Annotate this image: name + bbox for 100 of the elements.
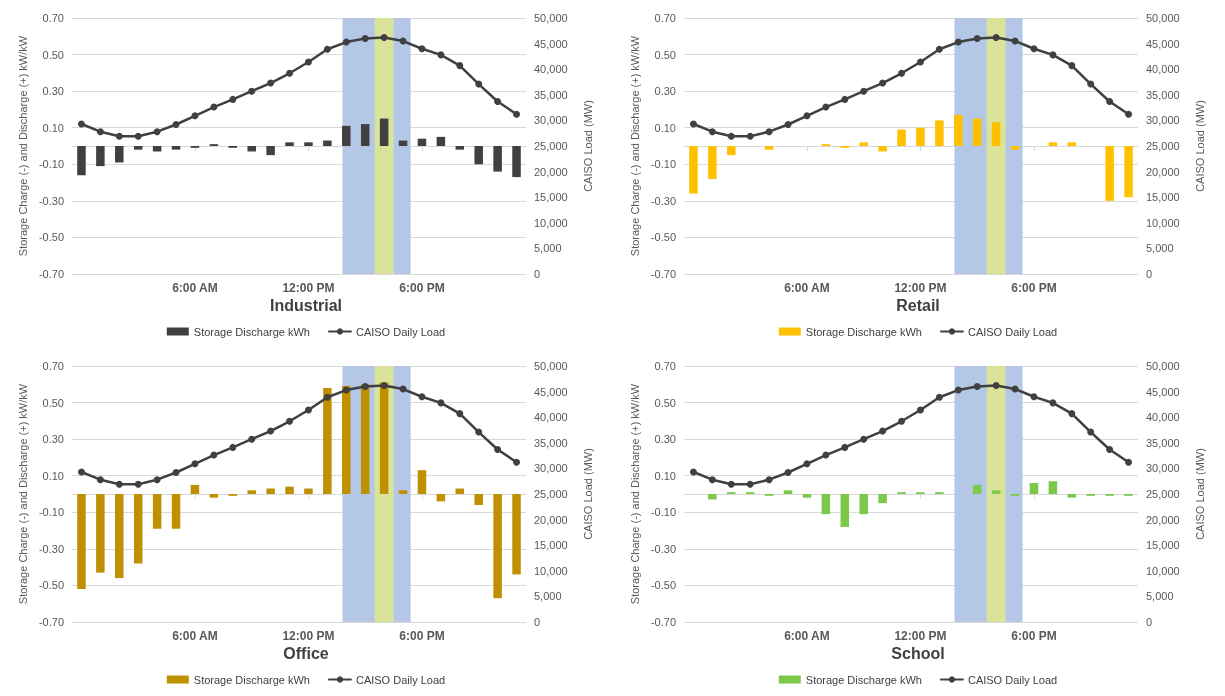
bar	[323, 387, 332, 494]
bar	[878, 494, 887, 504]
bar	[247, 490, 256, 494]
y2-tick-label: 35,000	[1146, 436, 1180, 449]
bar	[1067, 142, 1077, 146]
point	[210, 451, 218, 459]
bar	[493, 146, 502, 172]
y2-tick-label: 25,000	[534, 488, 568, 500]
bar	[398, 490, 408, 494]
point	[513, 458, 521, 466]
point	[973, 34, 981, 42]
x-tick-label: 6:00 AM	[172, 281, 218, 295]
point	[286, 417, 294, 425]
y-tick-label: 0.70	[654, 360, 676, 372]
point	[727, 132, 735, 140]
bar	[417, 470, 427, 494]
x-tick-label: 12:00 PM	[894, 281, 947, 295]
x-tick-label: 12:00 PM	[894, 629, 947, 643]
y2-tick-label: 40,000	[1146, 63, 1180, 76]
y2-tick-label: 0	[534, 268, 541, 280]
bar	[1105, 146, 1114, 201]
y-tick-label: -0.30	[650, 542, 676, 555]
point	[784, 121, 792, 128]
bar	[266, 488, 275, 494]
y2-tick-label: 5,000	[1146, 590, 1174, 603]
bar	[96, 494, 105, 573]
point	[248, 435, 256, 443]
point	[1049, 399, 1057, 407]
text: Office	[283, 644, 329, 662]
y2-axis-title: CAISO Load (MW)	[581, 448, 594, 540]
x-tick-label: 6:00 PM	[1011, 629, 1057, 643]
y2-tick-label: 30,000	[534, 462, 568, 475]
y-axis-title: Storage Charge (-) and Discharge (+) kW/kW	[628, 35, 641, 257]
point	[77, 120, 85, 128]
point	[323, 393, 331, 401]
point	[916, 58, 924, 66]
y-tick-label: 0.30	[654, 85, 676, 98]
y2-tick-label: 30,000	[534, 114, 568, 127]
bar	[802, 494, 812, 498]
y2-tick-label: 20,000	[1146, 165, 1180, 178]
y-tick-label: 0.70	[42, 360, 64, 372]
bar	[77, 494, 86, 590]
y2-tick-label: 30,000	[1146, 114, 1180, 127]
bar	[115, 494, 124, 579]
point	[822, 103, 830, 111]
point	[304, 406, 312, 414]
bar	[708, 146, 717, 179]
point	[380, 381, 388, 389]
point	[1068, 410, 1076, 418]
point	[1125, 458, 1133, 466]
y-tick-label: -0.30	[38, 542, 64, 555]
point	[954, 38, 962, 46]
y2-tick-label: 45,000	[534, 385, 568, 398]
bar	[897, 129, 906, 146]
bar	[991, 490, 1001, 494]
bar	[859, 142, 868, 146]
bar	[417, 138, 427, 146]
point	[973, 382, 981, 390]
bar	[512, 494, 521, 575]
point	[689, 468, 697, 476]
bar	[455, 146, 465, 150]
bar	[821, 494, 831, 515]
y-tick-label: 0.10	[654, 121, 676, 134]
x-tick-label: 12:00 PM	[282, 281, 335, 295]
point	[342, 38, 350, 46]
point	[210, 103, 218, 111]
point	[267, 79, 275, 87]
point	[1106, 97, 1114, 105]
point	[361, 382, 369, 390]
bar	[783, 490, 793, 494]
point	[229, 95, 237, 103]
y2-tick-label: 5,000	[534, 242, 562, 255]
bar	[133, 146, 143, 150]
bar	[878, 146, 887, 152]
legend-label: CAISO Daily Load	[355, 673, 446, 686]
bar	[474, 494, 483, 505]
bar	[840, 494, 850, 527]
y2-axis-title: CAISO Load (MW)	[1193, 100, 1206, 192]
point	[916, 406, 924, 414]
point	[879, 427, 887, 435]
bar	[266, 146, 275, 156]
y2-tick-label: 30,000	[1146, 462, 1180, 475]
bar	[304, 488, 313, 494]
y-axis-title: Storage Charge (-) and Discharge (+) kW/kW	[628, 383, 641, 605]
bar	[209, 494, 219, 498]
y2-tick-label: 25,000	[1146, 488, 1180, 500]
y2-tick-label: 50,000	[1146, 360, 1180, 372]
y-tick-label: 0.70	[654, 12, 676, 24]
y2-tick-label: 45,000	[534, 37, 568, 50]
bar	[764, 146, 774, 150]
y-tick-label: -0.10	[650, 158, 676, 171]
point	[898, 69, 906, 77]
y2-tick-label: 5,000	[1146, 242, 1174, 255]
point	[134, 132, 142, 140]
y2-axis-title: CAISO Load (MW)	[581, 100, 594, 192]
bar	[474, 146, 483, 165]
point	[494, 97, 502, 105]
y2-tick-label: 5,000	[534, 590, 562, 603]
point	[689, 120, 697, 128]
y-tick-label: 0.30	[42, 85, 64, 98]
